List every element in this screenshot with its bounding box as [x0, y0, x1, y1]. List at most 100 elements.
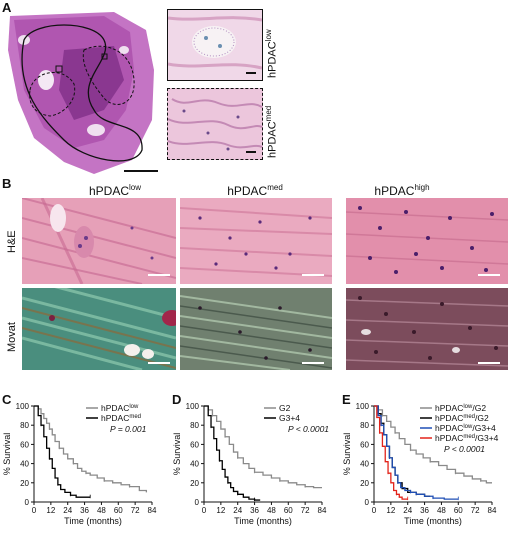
- y-tick-label: 60: [360, 440, 369, 449]
- x-tick-label: 12: [46, 506, 55, 515]
- column-label-low: hPDAClow: [88, 183, 142, 198]
- y-tick-label: 0: [195, 498, 200, 507]
- x-tick-label: 36: [250, 506, 259, 515]
- scale-bar: [148, 274, 170, 276]
- x-tick-label: 0: [202, 506, 207, 515]
- x-tick-label: 84: [318, 506, 327, 515]
- scale-bar: [124, 170, 158, 172]
- x-tick-label: 84: [488, 506, 497, 515]
- column-label-med: hPDACmed: [227, 183, 283, 198]
- movat-med-image: [180, 288, 332, 370]
- y-tick-label: 20: [360, 479, 369, 488]
- legend-label: hPDAClow/G2: [435, 403, 486, 413]
- x-tick-label: 72: [131, 506, 140, 515]
- legend-label: G2: [279, 403, 291, 413]
- inset-low-svg: [168, 10, 262, 80]
- he-med-svg: [180, 198, 332, 284]
- inset-med-label: hPDACmed: [264, 105, 279, 158]
- panel-d-letter: D: [172, 392, 182, 407]
- whole-section-svg: [8, 12, 154, 174]
- y-tick-label: 40: [360, 460, 369, 469]
- scale-bar: [302, 362, 324, 364]
- y-tick-label: 100: [356, 402, 370, 411]
- y-tick-label: 20: [20, 479, 29, 488]
- x-tick-label: 72: [301, 506, 310, 515]
- scale-bar: [478, 362, 500, 364]
- row-label-he: H&E: [6, 230, 18, 253]
- y-tick-label: 60: [20, 440, 29, 449]
- he-low-svg: [22, 198, 176, 284]
- he-low-image: [22, 198, 176, 284]
- scale-bar: [478, 274, 500, 276]
- p-value-label: P = 0.001: [110, 424, 147, 434]
- y-tick-label: 100: [186, 402, 200, 411]
- x-axis-label: Time (months): [404, 516, 462, 526]
- x-axis-label: Time (months): [64, 516, 122, 526]
- inset-med-svg: [168, 89, 262, 159]
- survival-chart-d: 0 20 40 60 80 100 0 12 24 36 48 60 72 84 % Survival Tim…: [172, 402, 329, 526]
- x-tick-label: 12: [216, 506, 225, 515]
- y-tick-label: 80: [20, 421, 29, 430]
- he-high-svg: [346, 198, 508, 284]
- y-tick-label: 80: [190, 421, 199, 430]
- he-med-image: [180, 198, 332, 284]
- column-label-high: hPDAChigh: [374, 183, 430, 198]
- inset-med-image: [167, 88, 263, 160]
- x-tick-label: 48: [97, 506, 106, 515]
- legend-label: hPDAClow: [101, 403, 139, 413]
- panel-b-letter: B: [2, 176, 12, 191]
- legend-label: hPDACmed: [101, 413, 141, 423]
- x-tick-label: 24: [233, 506, 242, 515]
- survival-chart-e: 0 20 40 60 80 100 0 12 24 36 48 60 72 84 % Survival Tim…: [342, 402, 499, 526]
- x-tick-label: 24: [63, 506, 72, 515]
- panel-c-letter: C: [2, 392, 12, 407]
- scale-bar: [148, 362, 170, 364]
- y-tick-label: 60: [190, 440, 199, 449]
- legend-label: hPDACmed/G3+4: [435, 433, 499, 443]
- scale-bar: [246, 72, 256, 74]
- x-tick-label: 60: [114, 506, 123, 515]
- movat-high-image: [346, 288, 508, 370]
- y-tick-label: 20: [190, 479, 199, 488]
- row-label-movat: Movat: [6, 322, 18, 352]
- y-axis-label: % Survival: [172, 433, 182, 476]
- scale-bar: [302, 274, 324, 276]
- y-axis-label: % Survival: [342, 433, 352, 476]
- survival-curve: [374, 405, 492, 484]
- survival-curve: [34, 405, 91, 498]
- whole-section-image: [4, 10, 160, 178]
- y-tick-label: 40: [190, 460, 199, 469]
- legend-label: G3+4: [279, 413, 300, 423]
- x-tick-label: 60: [454, 506, 463, 515]
- survival-curve: [374, 405, 408, 500]
- p-value-label: P < 0.0001: [288, 424, 329, 434]
- x-tick-label: 48: [437, 506, 446, 515]
- y-tick-label: 40: [20, 460, 29, 469]
- scale-bar: [246, 151, 256, 153]
- he-high-image: [346, 198, 508, 284]
- x-axis-label: Time (months): [234, 516, 292, 526]
- survival-chart-c: 0 20 40 60 80 100 0 12 24 36 48 60 72 84 % Survival Tim…: [2, 402, 157, 526]
- x-tick-label: 0: [372, 506, 377, 515]
- x-tick-label: 24: [403, 506, 412, 515]
- y-tick-label: 100: [16, 402, 30, 411]
- survival-curve: [204, 405, 261, 501]
- x-tick-label: 12: [386, 506, 395, 515]
- movat-med-svg: [180, 288, 332, 370]
- inset-low-label: hPDAClow: [264, 29, 279, 78]
- panel-e-letter: E: [342, 392, 351, 407]
- x-tick-label: 84: [148, 506, 157, 515]
- inset-low-image: [167, 9, 263, 81]
- y-tick-label: 0: [365, 498, 370, 507]
- legend-label: hPDACmed/G2: [435, 413, 489, 423]
- x-tick-label: 60: [284, 506, 293, 515]
- movat-low-svg: [22, 288, 176, 370]
- p-value-label: P < 0.0001: [444, 444, 485, 454]
- x-tick-label: 36: [80, 506, 89, 515]
- survival-curve: [204, 405, 322, 489]
- y-tick-label: 80: [360, 421, 369, 430]
- legend-label: hPDAClow/G3+4: [435, 423, 496, 433]
- y-axis-label: % Survival: [2, 433, 12, 476]
- x-tick-label: 72: [471, 506, 480, 515]
- survival-curve: [374, 405, 431, 497]
